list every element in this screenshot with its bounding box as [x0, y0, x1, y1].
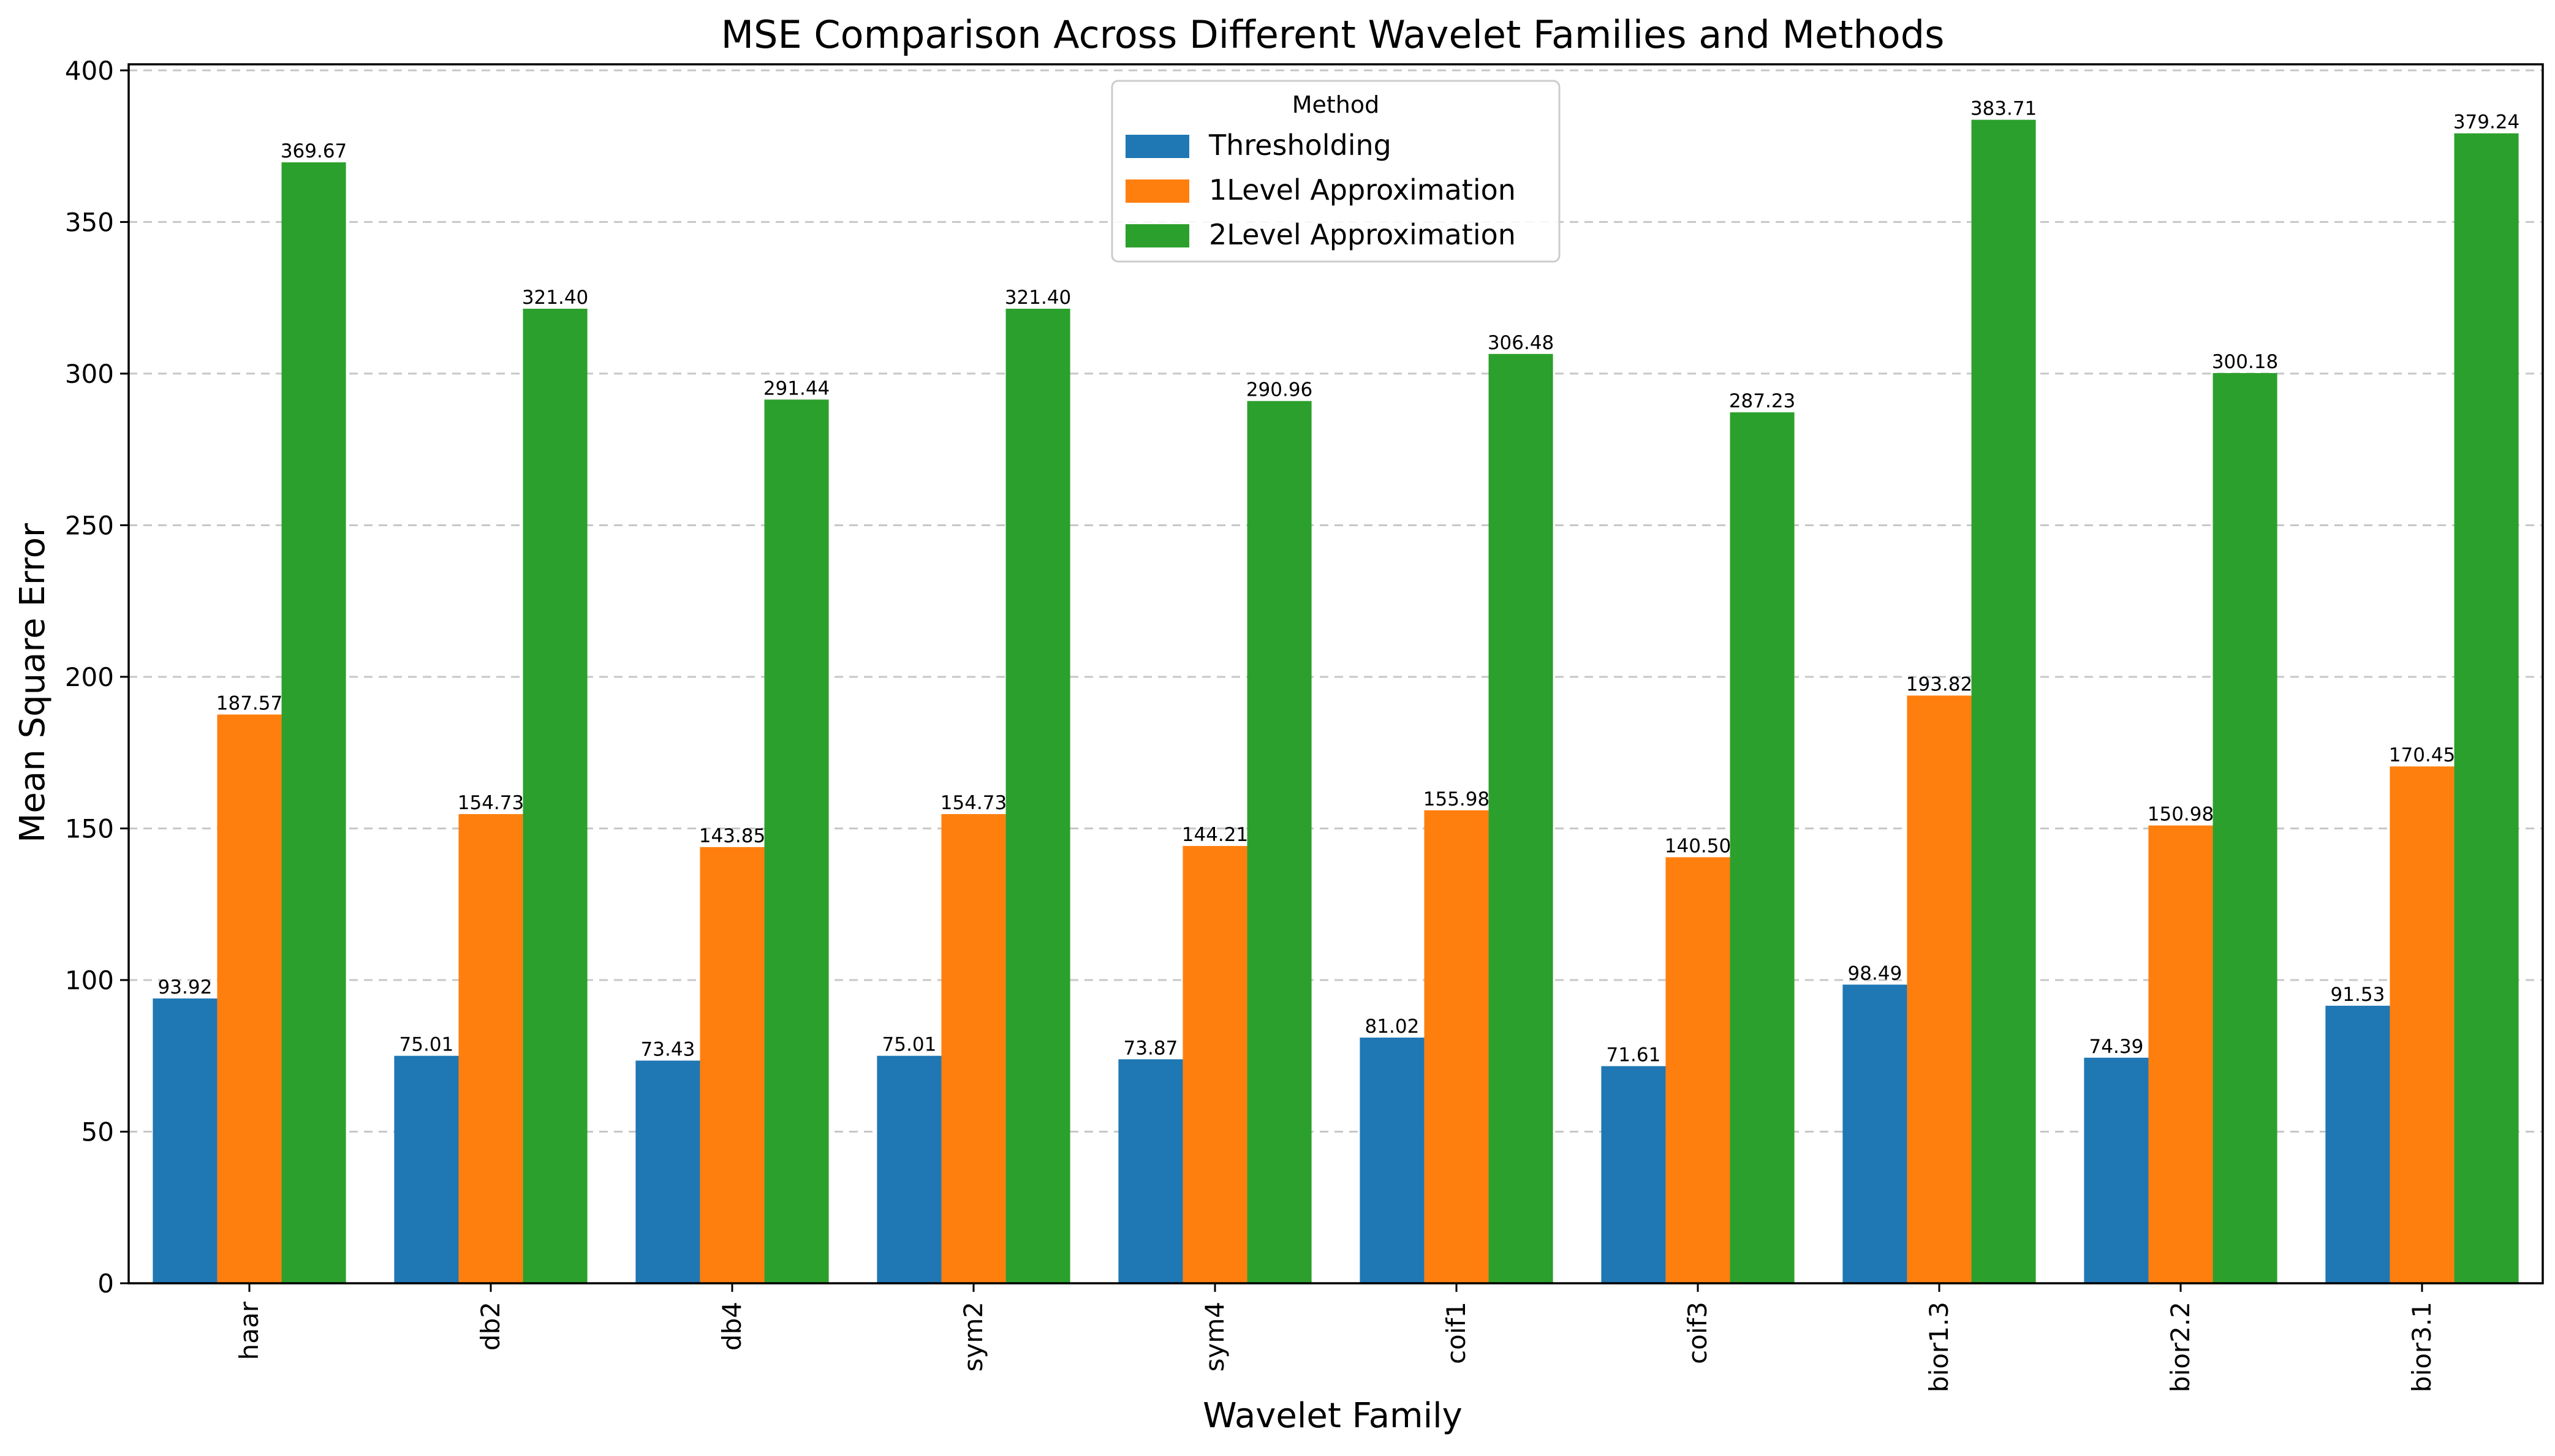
bar-value-label: 144.21: [1182, 824, 1248, 846]
bar-value-label: 187.57: [216, 692, 282, 714]
legend-swatch: [1126, 179, 1189, 203]
bar-value-label: 74.39: [2089, 1036, 2144, 1058]
y-tick-label: 0: [97, 1269, 114, 1299]
bar-value-label: 73.87: [1124, 1037, 1178, 1059]
plot-frame: [127, 63, 2544, 1284]
bar: [1488, 353, 1553, 1283]
bar-value-label: 306.48: [1488, 332, 1554, 354]
bar-value-label: 75.01: [882, 1034, 937, 1056]
bar: [1360, 1037, 1425, 1283]
bar: [2084, 1057, 2149, 1283]
bar-value-label: 287.23: [1729, 390, 1795, 412]
bar-value-label: 369.67: [281, 140, 347, 162]
bar-value-label: 290.96: [1246, 379, 1312, 401]
bar: [635, 1060, 700, 1283]
legend-entry: 1Level Approximation: [1209, 173, 1516, 206]
bar-value-label: 143.85: [699, 825, 765, 847]
bar-value-label: 379.24: [2453, 111, 2519, 134]
bar: [458, 814, 523, 1283]
bar: [153, 998, 218, 1283]
x-tick-label: bior1.3: [1924, 1302, 1954, 1392]
bar: [1665, 857, 1730, 1283]
bar: [1601, 1066, 1666, 1283]
bar-value-label: 140.50: [1665, 835, 1731, 857]
bar: [281, 162, 346, 1284]
x-axis-label: Wavelet Family: [1203, 1396, 1463, 1436]
y-tick-label: 200: [65, 662, 114, 692]
bar-value-label: 193.82: [1906, 674, 1972, 696]
bar-value-label: 73.43: [641, 1039, 695, 1061]
bar-value-label: 93.92: [158, 976, 213, 998]
x-tick-label: haar: [234, 1301, 264, 1360]
legend: Method Thresholding 1Level Approximation 2L…: [1111, 80, 1561, 263]
bar: [2325, 1005, 2390, 1283]
x-tick-label: sym2: [958, 1302, 988, 1371]
bar-value-label: 150.98: [2148, 804, 2214, 826]
bar: [1005, 308, 1070, 1284]
bar: [217, 714, 282, 1283]
legend-entry: Thresholding: [1208, 129, 1391, 162]
x-tick-label: db2: [475, 1302, 505, 1351]
bar-value-label: 155.98: [1423, 788, 1489, 810]
bar: [1842, 984, 1907, 1283]
bar: [2148, 825, 2213, 1283]
x-tick-label: db4: [717, 1302, 747, 1351]
x-tick-label: coif1: [1441, 1302, 1471, 1364]
bar: [1247, 401, 1312, 1284]
bar-value-label: 75.01: [399, 1034, 454, 1056]
x-tick-label: coif3: [1683, 1302, 1713, 1364]
chart-title: MSE Comparison Across Different Wavelet …: [721, 12, 1945, 57]
bar: [877, 1055, 942, 1283]
bar-value-label: 154.73: [458, 792, 524, 814]
x-tick-label: bior3.1: [2407, 1302, 2437, 1392]
bar-value-label: 170.45: [2389, 744, 2455, 766]
x-tick-label: sym4: [1200, 1302, 1230, 1371]
bar: [394, 1055, 459, 1283]
bar: [941, 814, 1006, 1283]
legend-box: [1111, 80, 1561, 263]
bar-value-label: 321.40: [1005, 287, 1071, 309]
legend-swatch: [1126, 135, 1189, 158]
bar-value-label: 291.44: [763, 377, 830, 399]
bar-value-label: 321.40: [522, 287, 588, 309]
bar: [1424, 810, 1489, 1283]
bar: [1118, 1059, 1183, 1283]
legend-swatch: [1126, 224, 1189, 247]
y-tick-label: 350: [65, 207, 114, 237]
bar: [1730, 412, 1795, 1283]
y-tick-label: 150: [65, 813, 114, 843]
bar: [2390, 766, 2455, 1283]
bar: [2454, 133, 2519, 1283]
bar-value-label: 81.02: [1365, 1016, 1420, 1038]
bar: [523, 308, 588, 1284]
y-tick-label: 50: [81, 1117, 114, 1147]
x-tick-label: bior2.2: [2165, 1302, 2195, 1392]
bar-value-label: 154.73: [941, 792, 1007, 814]
bar-value-label: 300.18: [2212, 351, 2278, 373]
y-tick-label: 250: [65, 510, 114, 540]
bar: [700, 847, 765, 1283]
legend-title: Method: [1292, 91, 1380, 118]
bar: [2212, 373, 2277, 1283]
bar-value-label: 98.49: [1848, 962, 1902, 984]
bar-value-label: 383.71: [1970, 98, 2037, 120]
y-axis-label: Mean Square Error: [13, 522, 53, 843]
y-tick-label: 100: [65, 965, 114, 995]
bar: [1971, 119, 2036, 1284]
bar-value-label: 91.53: [2331, 984, 2385, 1006]
bar: [1907, 695, 1972, 1283]
bar: [764, 399, 829, 1283]
bar: [1183, 846, 1247, 1283]
y-tick-label: 400: [65, 56, 114, 86]
bar-value-label: 71.61: [1607, 1044, 1661, 1066]
y-tick-label: 300: [65, 359, 114, 389]
legend-entry: 2Level Approximation: [1209, 218, 1516, 251]
